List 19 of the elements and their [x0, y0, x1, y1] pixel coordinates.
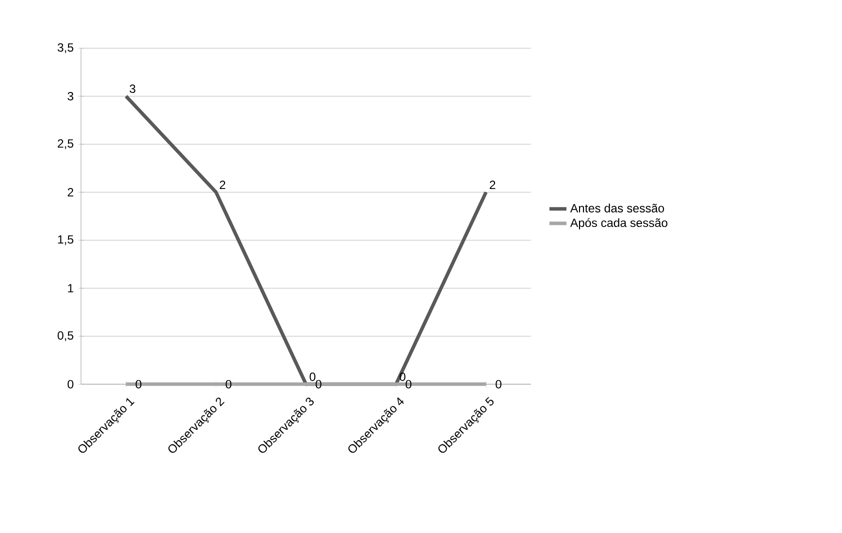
- y-tick-label: 3: [68, 92, 74, 100]
- data-label: 0: [406, 380, 412, 388]
- legend-label: Antes das sessão: [570, 204, 664, 212]
- data-label: 0: [310, 372, 316, 381]
- y-tick-label: 3,5: [58, 43, 74, 54]
- data-label: 0: [226, 380, 232, 388]
- y-tick-label: 1: [68, 284, 74, 292]
- data-label: 3: [130, 84, 136, 93]
- data-label: 0: [136, 380, 142, 388]
- data-label: 0: [496, 380, 502, 388]
- data-label: 2: [220, 180, 226, 189]
- data-label: 2: [490, 180, 496, 189]
- legend-label: Após cada sessão: [570, 218, 668, 230]
- y-tick-label: 2: [68, 188, 74, 196]
- data-label: 0: [316, 380, 322, 388]
- y-tick-label: 2,5: [58, 139, 74, 150]
- y-tick-label: 0: [68, 380, 74, 388]
- y-tick-label: 1,5: [58, 235, 74, 246]
- y-tick-label: 0,5: [58, 331, 74, 342]
